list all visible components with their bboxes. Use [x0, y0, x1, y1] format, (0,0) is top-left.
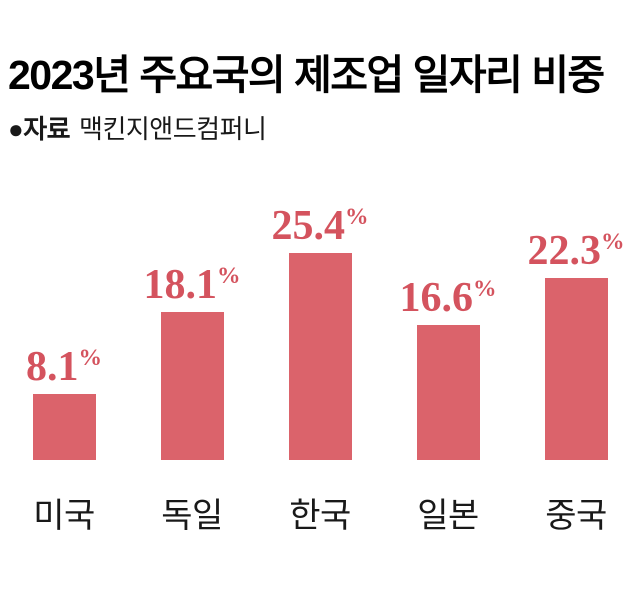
percent-unit: % — [344, 203, 369, 230]
source-label: ●자료 — [8, 114, 71, 144]
bar — [288, 252, 352, 460]
chart-column: 16.6% 일본 — [384, 190, 512, 540]
chart-column: 8.1% 미국 — [0, 190, 128, 540]
value-label: 22.3% — [527, 230, 624, 272]
value-number: 8.1 — [25, 343, 79, 390]
bar-chart: 8.1% 미국 18.1% 독일 25.4% 한국 16.6% 일본 22.3% 중국 — [0, 190, 640, 540]
chart-column: 25.4% 한국 — [256, 190, 384, 540]
bar-zone: 18.1% — [128, 190, 256, 460]
value-number: 18.1 — [143, 262, 217, 309]
value-number: 22.3 — [527, 228, 601, 275]
bar-zone: 25.4% — [256, 190, 384, 460]
bar-zone: 16.6% — [384, 190, 512, 460]
percent-unit: % — [78, 344, 102, 371]
value-label: 16.6% — [399, 277, 496, 319]
bar-zone: 22.3% — [512, 190, 640, 460]
value-label: 18.1% — [143, 264, 240, 306]
percent-unit: % — [472, 275, 497, 302]
chart-title: 2023년 주요국의 제조업 일자리 비중 — [8, 52, 605, 98]
category-label: 미국 — [33, 497, 95, 535]
source-line: ●자료 맥킨지앤드컴퍼니 — [8, 112, 267, 147]
bar — [160, 312, 224, 460]
category-label: 일본 — [417, 497, 479, 535]
value-label: 25.4% — [271, 205, 368, 247]
percent-unit: % — [216, 263, 241, 290]
chart-column: 18.1% 독일 — [128, 190, 256, 540]
bar — [416, 324, 480, 460]
bar-zone: 8.1% — [0, 190, 128, 460]
category-label: 중국 — [545, 497, 607, 535]
category-label: 독일 — [161, 497, 223, 535]
bar — [544, 278, 608, 460]
chart-column: 22.3% 중국 — [512, 190, 640, 540]
source-value: 맥킨지앤드컴퍼니 — [79, 114, 267, 144]
percent-unit: % — [600, 229, 625, 256]
value-label: 8.1% — [26, 346, 102, 388]
category-label: 한국 — [289, 497, 351, 535]
value-number: 25.4 — [271, 202, 345, 249]
bar — [32, 393, 96, 460]
value-number: 16.6 — [399, 274, 473, 321]
